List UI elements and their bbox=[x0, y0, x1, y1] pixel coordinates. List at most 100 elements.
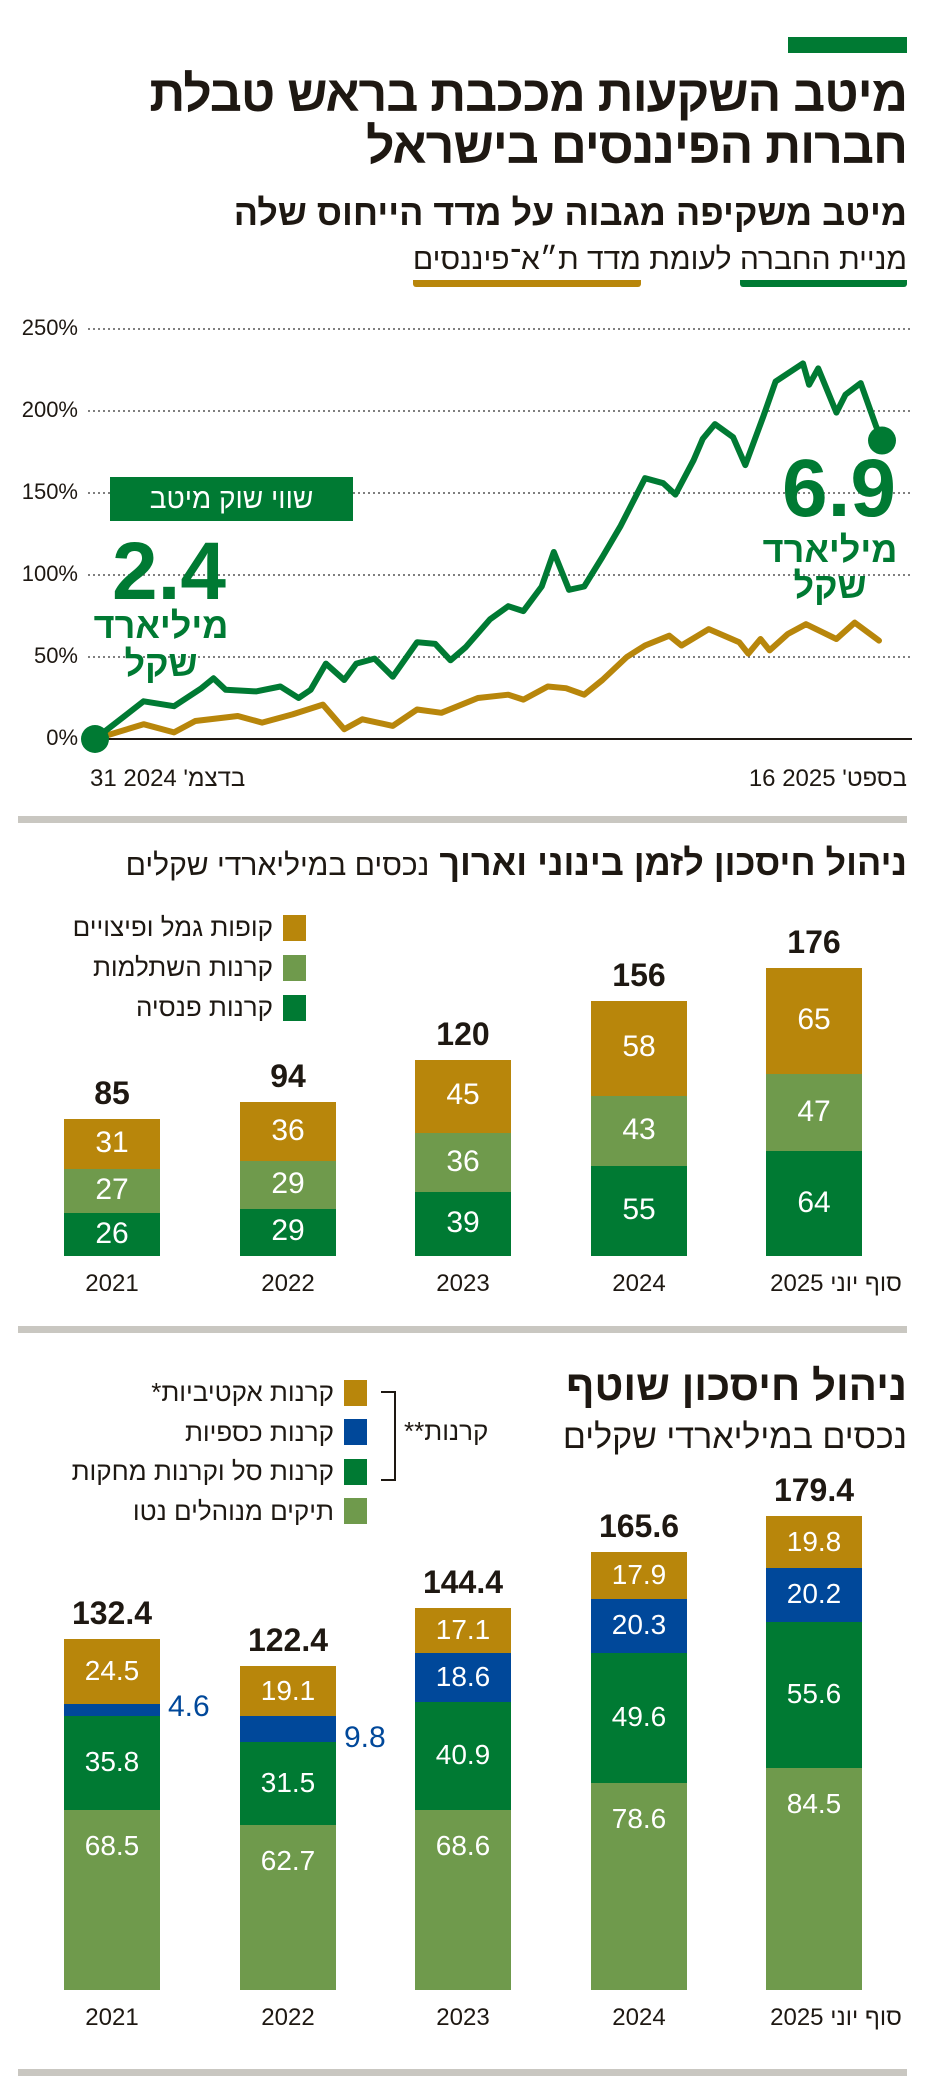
segment-value-label: 58 bbox=[622, 1030, 656, 1064]
segment-value-label: 47 bbox=[797, 1094, 831, 1128]
bar-segment: 58 bbox=[591, 1000, 687, 1096]
x-start-label: 31 בדצמ' 2024 bbox=[90, 765, 246, 792]
legend-label: קופות גמל ופיצויים bbox=[72, 912, 273, 942]
legend-swatch bbox=[283, 994, 306, 1021]
bar-segment: 64 bbox=[766, 1151, 862, 1256]
section2-subtitle: נכסים במיליארדי שקלים bbox=[125, 849, 430, 882]
legend-swatch bbox=[344, 1498, 367, 1524]
bar-total-label: 144.4 bbox=[422, 1564, 504, 1601]
category-label: 2024 bbox=[612, 1270, 666, 1297]
bar-segment: 31 bbox=[64, 1118, 160, 1170]
bar-total-label: 176 bbox=[787, 924, 841, 961]
category-label: 2022 bbox=[261, 1270, 315, 1297]
bar-total-label: 85 bbox=[94, 1074, 130, 1111]
category-label: סוף יוני 2025 bbox=[770, 1270, 902, 1297]
bar-segment: 39 bbox=[415, 1192, 511, 1256]
segment-value-label: 49.6 bbox=[611, 1701, 667, 1733]
legend-item: קרנות השתלמות bbox=[93, 952, 306, 983]
y-tick-label: 250% bbox=[21, 315, 78, 340]
bar-segment: 29 bbox=[240, 1161, 336, 1209]
series-line bbox=[92, 360, 885, 742]
section2-heading: ניהול חיסכון לזמן בינוני וארוך bbox=[439, 842, 907, 883]
legend-item: קרנות סל וקרנות מחקות bbox=[72, 1456, 367, 1487]
bar-segment bbox=[240, 1716, 336, 1743]
section3-title: ניהול חיסכון שוטף bbox=[566, 1362, 907, 1409]
segment-value-label: 9.8 bbox=[344, 1721, 386, 1755]
bar-total-label: 156 bbox=[612, 956, 666, 993]
segment-value-label: 68.5 bbox=[84, 1829, 140, 1861]
legend-swatch bbox=[344, 1379, 367, 1406]
section2-title: ניהול חיסכון לזמן בינוני וארוך נכסים במי… bbox=[126, 842, 907, 884]
segment-value-label: 20.3 bbox=[611, 1609, 667, 1641]
segment-value-label: 62.7 bbox=[260, 1845, 316, 1877]
segment-value-label: 43 bbox=[622, 1112, 656, 1146]
category-label: סוף יוני 2025 bbox=[770, 2004, 902, 2031]
bar-segment: 18.6 bbox=[415, 1653, 511, 1702]
bar-total-label: 120 bbox=[436, 1015, 490, 1052]
bar-segment: 78.6 bbox=[591, 1783, 687, 1990]
section-divider bbox=[18, 2069, 907, 2076]
legend-swatch bbox=[283, 954, 306, 981]
legend-item: קרנות אקטיביות* bbox=[151, 1377, 367, 1408]
bar-segment: 47 bbox=[766, 1074, 862, 1152]
funds-bracket bbox=[381, 1391, 396, 1481]
bar-segment: 84.5 bbox=[766, 1767, 862, 1990]
segment-value-label: 55 bbox=[622, 1193, 656, 1226]
legend-swatch bbox=[344, 1419, 367, 1445]
bar-segment: 17.1 bbox=[415, 1608, 511, 1654]
segment-value-label: 27 bbox=[95, 1173, 129, 1207]
legend-item: תיקים מנוהלים נטו bbox=[133, 1496, 367, 1527]
start-value: 2.4 bbox=[112, 526, 226, 617]
segment-value-label: 40.9 bbox=[435, 1738, 491, 1770]
legend-item: קופות גמל ופיצויים bbox=[73, 912, 306, 943]
bar-segment: 68.6 bbox=[415, 1809, 511, 1990]
bar-segment: 62.7 bbox=[240, 1825, 336, 1990]
legend-swatch bbox=[283, 914, 306, 941]
bar-total-label: 179.4 bbox=[773, 1472, 855, 1509]
bar-segment: 49.6 bbox=[591, 1652, 687, 1784]
market-cap-label: שווי שוק מיטב bbox=[110, 477, 353, 521]
legend-label: קרנות השתלמות bbox=[92, 952, 273, 982]
bar-segment: 24.5 bbox=[64, 1639, 160, 1704]
start-dot bbox=[81, 725, 109, 753]
bar-segment: 27 bbox=[64, 1169, 160, 1214]
bar-segment: 19.8 bbox=[766, 1516, 862, 1569]
series-line bbox=[92, 619, 882, 742]
bar-segment: 55 bbox=[591, 1166, 687, 1256]
bar-segment: 55.6 bbox=[766, 1621, 862, 1768]
category-label: 2021 bbox=[85, 1270, 139, 1297]
y-tick-label: 50% bbox=[33, 643, 78, 668]
segment-value-label: 20.2 bbox=[786, 1578, 842, 1610]
legend-label: קרנות סל וקרנות מחקות bbox=[71, 1456, 334, 1486]
bar-segment: 40.9 bbox=[415, 1702, 511, 1810]
bar-segment: 31.5 bbox=[240, 1742, 336, 1826]
segment-value-label: 29 bbox=[271, 1166, 305, 1200]
funds-bracket-label: קרנות** bbox=[404, 1416, 489, 1446]
bar-segment: 35.8 bbox=[64, 1715, 160, 1810]
legend-label: קרנות כספיות bbox=[184, 1416, 334, 1447]
y-tick-label: 100% bbox=[21, 561, 78, 586]
segment-value-label: 17.1 bbox=[435, 1613, 491, 1645]
segment-value-label: 55.6 bbox=[786, 1677, 842, 1709]
start-unit-1: מיליארד bbox=[93, 605, 229, 646]
segment-value-label: 19.1 bbox=[260, 1674, 316, 1706]
bar-segment: 43 bbox=[591, 1095, 687, 1167]
y-tick-label: 150% bbox=[21, 479, 78, 504]
bar-total-label: 132.4 bbox=[71, 1595, 153, 1632]
end-unit-1: מיליארד bbox=[762, 529, 898, 570]
legend-vs: לעומת bbox=[649, 243, 732, 276]
category-label: 2023 bbox=[436, 2004, 490, 2031]
bar-segment: 68.5 bbox=[64, 1809, 160, 1990]
bar-segment: 65 bbox=[766, 968, 862, 1075]
segment-value-label: 39 bbox=[446, 1206, 480, 1240]
line-chart bbox=[81, 328, 912, 753]
y-tick-label: 0% bbox=[46, 725, 78, 750]
segment-value-label: 4.6 bbox=[168, 1689, 210, 1723]
bar-segment: 20.2 bbox=[766, 1568, 862, 1622]
section-divider bbox=[18, 816, 907, 823]
segment-value-label: 29 bbox=[271, 1214, 305, 1248]
bar-segment: 29 bbox=[240, 1208, 336, 1256]
end-unit-2: שקל bbox=[793, 565, 867, 606]
bar-total-label: 165.6 bbox=[598, 1508, 680, 1545]
segment-value-label: 31 bbox=[95, 1125, 129, 1159]
